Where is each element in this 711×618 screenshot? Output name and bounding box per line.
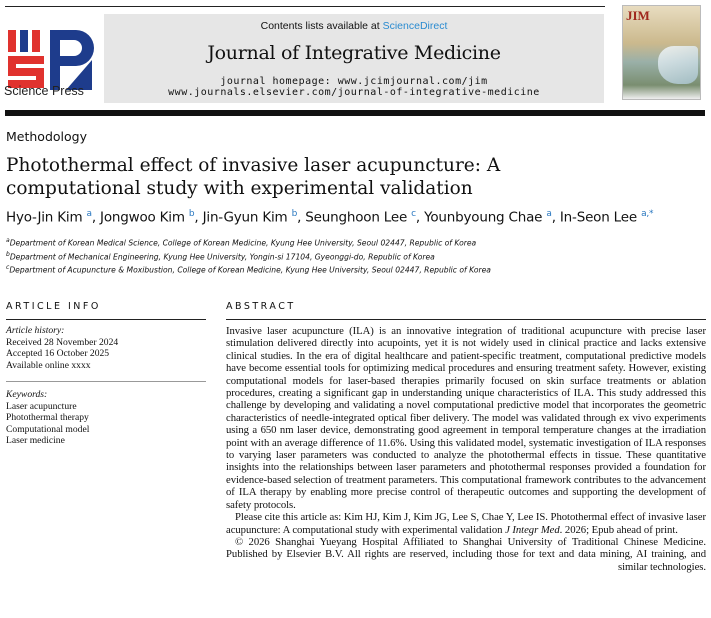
affiliation-list: aDepartment of Korean Medical Science, C… bbox=[6, 235, 491, 276]
journal-banner: Contents lists available at ScienceDirec… bbox=[104, 14, 604, 103]
author[interactable]: Jongwoo Kim bbox=[100, 209, 185, 226]
abstract-body: Invasive laser acupuncture (ILA) is an i… bbox=[226, 325, 706, 573]
abstract-heading: ABSTRACT bbox=[226, 301, 296, 312]
history-online: Available online xxxx bbox=[6, 359, 91, 371]
history-accepted: Accepted 16 October 2025 bbox=[6, 348, 110, 359]
affiliation-key: c bbox=[6, 264, 10, 272]
citation-suffix: . 2026; Epub ahead of print. bbox=[559, 523, 678, 536]
divider bbox=[6, 381, 206, 382]
elsevier-link[interactable]: www.journals.elsevier.com/journal-of-int… bbox=[168, 87, 540, 98]
journal-name: Journal of Integrative Medicine bbox=[207, 42, 501, 64]
author-list: Hyo-Jin Kim a, Jongwoo Kim b, Jin-Gyun K… bbox=[6, 209, 654, 226]
keyword[interactable]: Photothermal therapy bbox=[6, 412, 89, 423]
affiliation-marker[interactable]: a bbox=[546, 209, 552, 219]
journal-homepage-link[interactable]: journal homepage: www.jcimjournal.com/ji… bbox=[220, 76, 488, 87]
divider bbox=[6, 319, 206, 320]
affiliation-key: a bbox=[6, 237, 10, 244]
author[interactable]: Jin-Gyun Kim bbox=[202, 209, 288, 226]
author[interactable]: Hyo-Jin Kim bbox=[6, 209, 83, 226]
header-divider bbox=[5, 110, 705, 116]
affiliation-text: Department of Korean Medical Science, Co… bbox=[9, 238, 477, 248]
divider bbox=[226, 319, 706, 320]
citation-text: Please cite this article as: Kim HJ, Kim… bbox=[226, 511, 706, 536]
article-type: Methodology bbox=[6, 129, 87, 144]
history-received: Received 28 November 2024 bbox=[6, 336, 119, 348]
keywords-label: Keywords: bbox=[6, 389, 48, 400]
abstract-text: Invasive laser acupuncture (ILA) is an i… bbox=[226, 325, 706, 511]
cover-title: JIM bbox=[626, 8, 650, 23]
keyword[interactable]: Computational model bbox=[6, 423, 90, 435]
author[interactable]: In-Seon Lee bbox=[559, 209, 637, 226]
affiliation-marker[interactable]: b bbox=[291, 209, 298, 219]
author[interactable]: Younbyoung Chae bbox=[424, 209, 543, 226]
affiliation-marker[interactable]: b bbox=[188, 209, 195, 219]
citation: Please cite this article as: Kim HJ, Kim… bbox=[226, 511, 706, 536]
citation-journal: J Integr Med bbox=[505, 523, 560, 536]
author[interactable]: Seunghoon Lee bbox=[305, 209, 408, 226]
affiliation-marker[interactable]: a,* bbox=[641, 209, 654, 219]
affiliation: aDepartment of Korean Medical Science, C… bbox=[6, 235, 491, 249]
affiliation: cDepartment of Acupuncture & Moxibustion… bbox=[6, 262, 491, 276]
affiliation-marker[interactable]: c bbox=[411, 209, 416, 219]
affiliation-key: b bbox=[6, 250, 10, 258]
contents-line: Contents lists available at ScienceDirec… bbox=[104, 20, 604, 32]
affiliation-marker[interactable]: a bbox=[86, 209, 93, 219]
copyright-end: similar technologies. bbox=[618, 560, 706, 573]
sciencedirect-link[interactable]: ScienceDirect bbox=[382, 20, 448, 32]
science-press-logo[interactable] bbox=[4, 18, 96, 104]
publisher-name: Science Press bbox=[4, 84, 84, 98]
top-rule bbox=[5, 6, 605, 7]
article-info-heading: ARTICLE INFO bbox=[6, 301, 101, 312]
cover-illustration bbox=[658, 46, 698, 84]
affiliation-text: Department of Mechanical Engineering, Ky… bbox=[9, 252, 435, 262]
journal-cover-image[interactable]: JIM bbox=[622, 5, 701, 100]
keywords: Keywords: Laser acupuncture Photothermal… bbox=[6, 389, 89, 447]
copyright: © 2026 Shanghai Yueyang Hospital Affilia… bbox=[226, 535, 706, 561]
keyword[interactable]: Laser medicine bbox=[6, 435, 65, 446]
article-history: Article history: Received 28 November 20… bbox=[6, 325, 118, 371]
history-label: Article history: bbox=[6, 325, 65, 336]
affiliation-text: Department of Acupuncture & Moxibustion,… bbox=[9, 265, 491, 275]
article-title: Photothermal effect of invasive laser ac… bbox=[6, 155, 501, 199]
affiliation: bDepartment of Mechanical Engineering, K… bbox=[6, 249, 491, 263]
contents-label: Contents lists available at bbox=[260, 20, 383, 32]
keyword[interactable]: Laser acupuncture bbox=[6, 400, 77, 412]
